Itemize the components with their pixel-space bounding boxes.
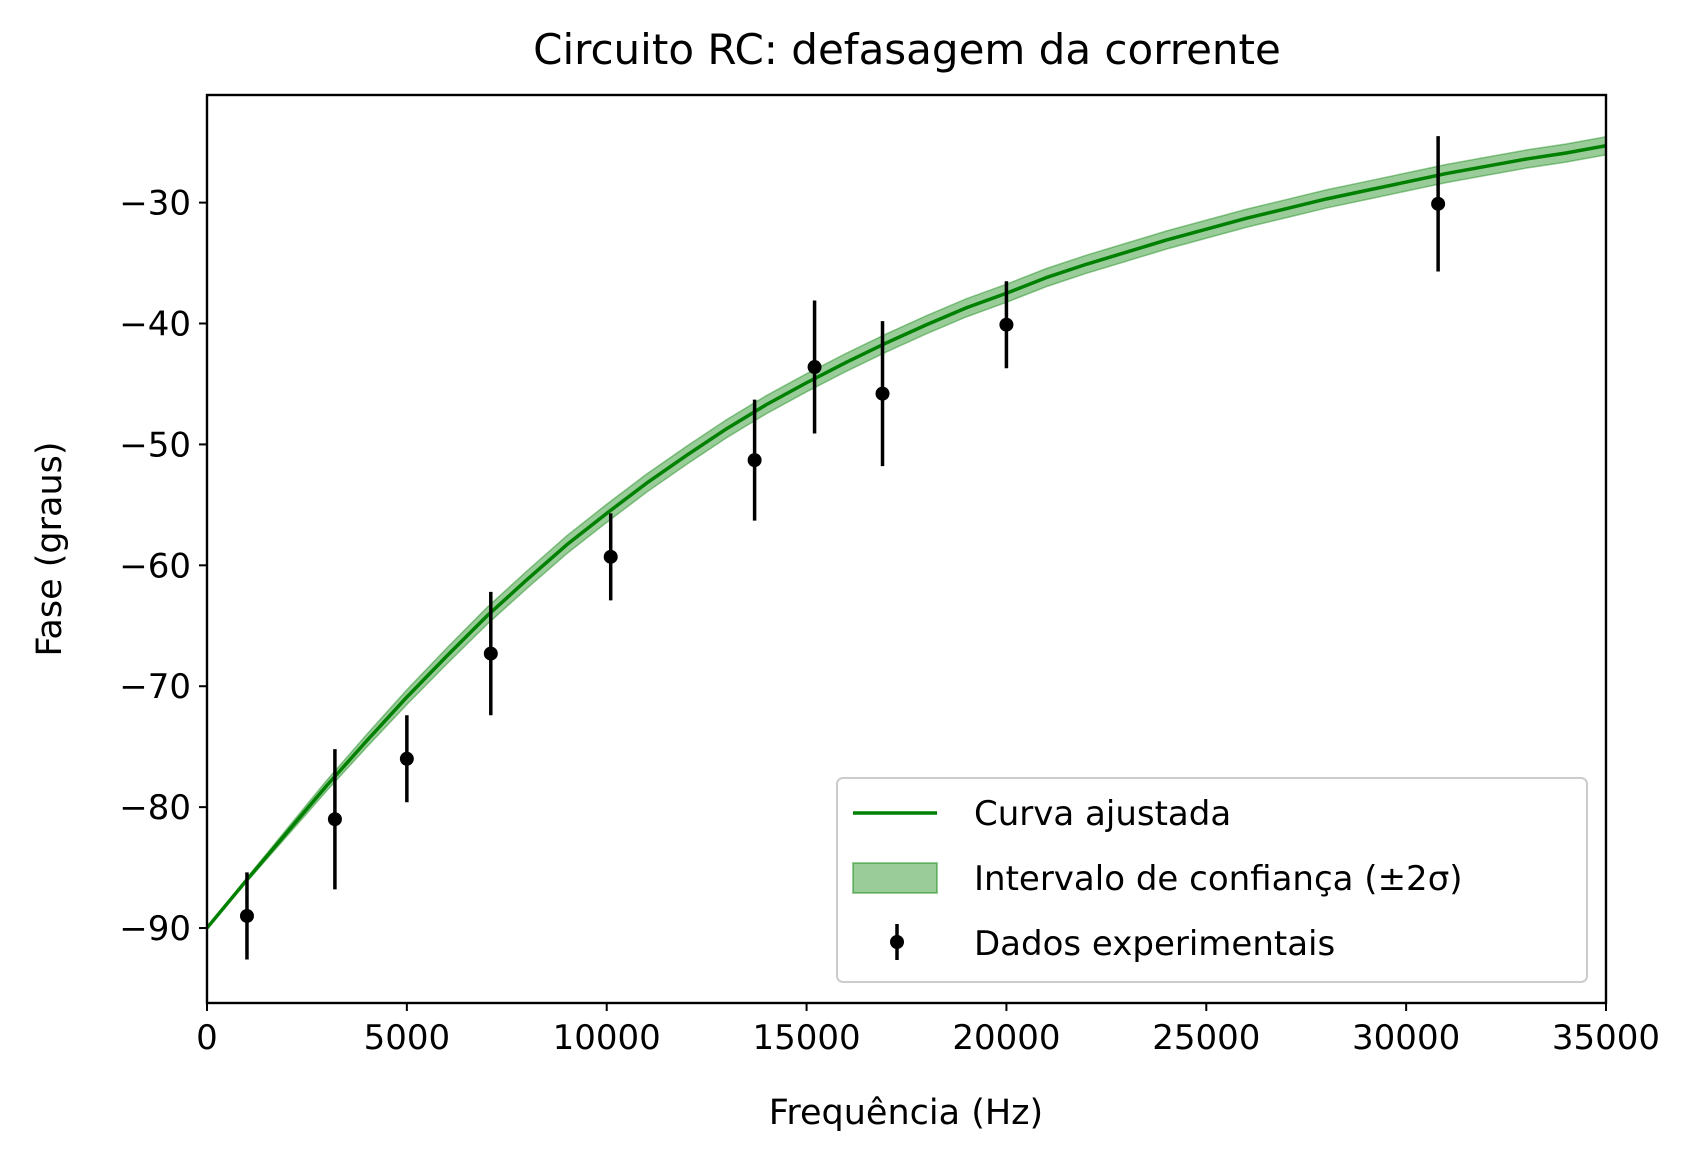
x-tick-label: 25000 <box>1152 1018 1260 1058</box>
data-point <box>239 908 254 923</box>
legend-box <box>836 777 1588 983</box>
data-point <box>807 360 822 375</box>
x-tick-label: 5000 <box>364 1018 451 1058</box>
y-tick-label: −30 <box>119 184 191 224</box>
data-point <box>999 317 1014 332</box>
legend-label-data: Dados experimentais <box>974 924 1335 964</box>
legend-band-swatch <box>852 862 938 894</box>
axes-frame <box>205 93 1608 1005</box>
plot-area <box>207 135 1606 960</box>
x-tick-label: 20000 <box>952 1018 1060 1058</box>
data-point <box>603 549 618 564</box>
y-tick-label: −90 <box>119 909 191 949</box>
legend-marker-swatch <box>890 935 904 949</box>
confidence-band <box>207 135 1606 929</box>
y-tick-label: −70 <box>119 667 191 707</box>
chart-title: Circuito RC: defasagem da corrente <box>533 25 1281 74</box>
x-tick-label: 30000 <box>1352 1018 1460 1058</box>
data-point <box>747 453 762 468</box>
x-tick-label: 15000 <box>752 1018 860 1058</box>
y-tick-label: −50 <box>119 425 191 465</box>
data-point <box>1431 196 1446 211</box>
legend: Curva ajustada Intervalo de confiança (±… <box>836 777 1588 983</box>
x-axis-label: Frequência (Hz) <box>769 1093 1043 1133</box>
fit-curve <box>207 144 1606 930</box>
x-tick-label: 35000 <box>1552 1018 1660 1058</box>
legend-label-band: Intervalo de confiança (±2σ) <box>974 859 1463 899</box>
legend-label-fit: Curva ajustada <box>974 794 1231 834</box>
y-axis-label: Fase (graus) <box>30 441 70 656</box>
y-tick-label: −80 <box>119 788 191 828</box>
x-tick-label: 10000 <box>553 1018 661 1058</box>
axis-ticks: 0 5000 10000 15000 20000 25000 30000 35000 −90 −8… <box>119 184 1660 1058</box>
y-tick-label: −40 <box>119 305 191 345</box>
data-point <box>483 646 498 661</box>
data-point <box>399 751 414 766</box>
x-tick-label: 0 <box>196 1018 218 1058</box>
data-point <box>327 812 342 827</box>
data-point <box>875 386 890 401</box>
y-tick-label: −60 <box>119 546 191 586</box>
